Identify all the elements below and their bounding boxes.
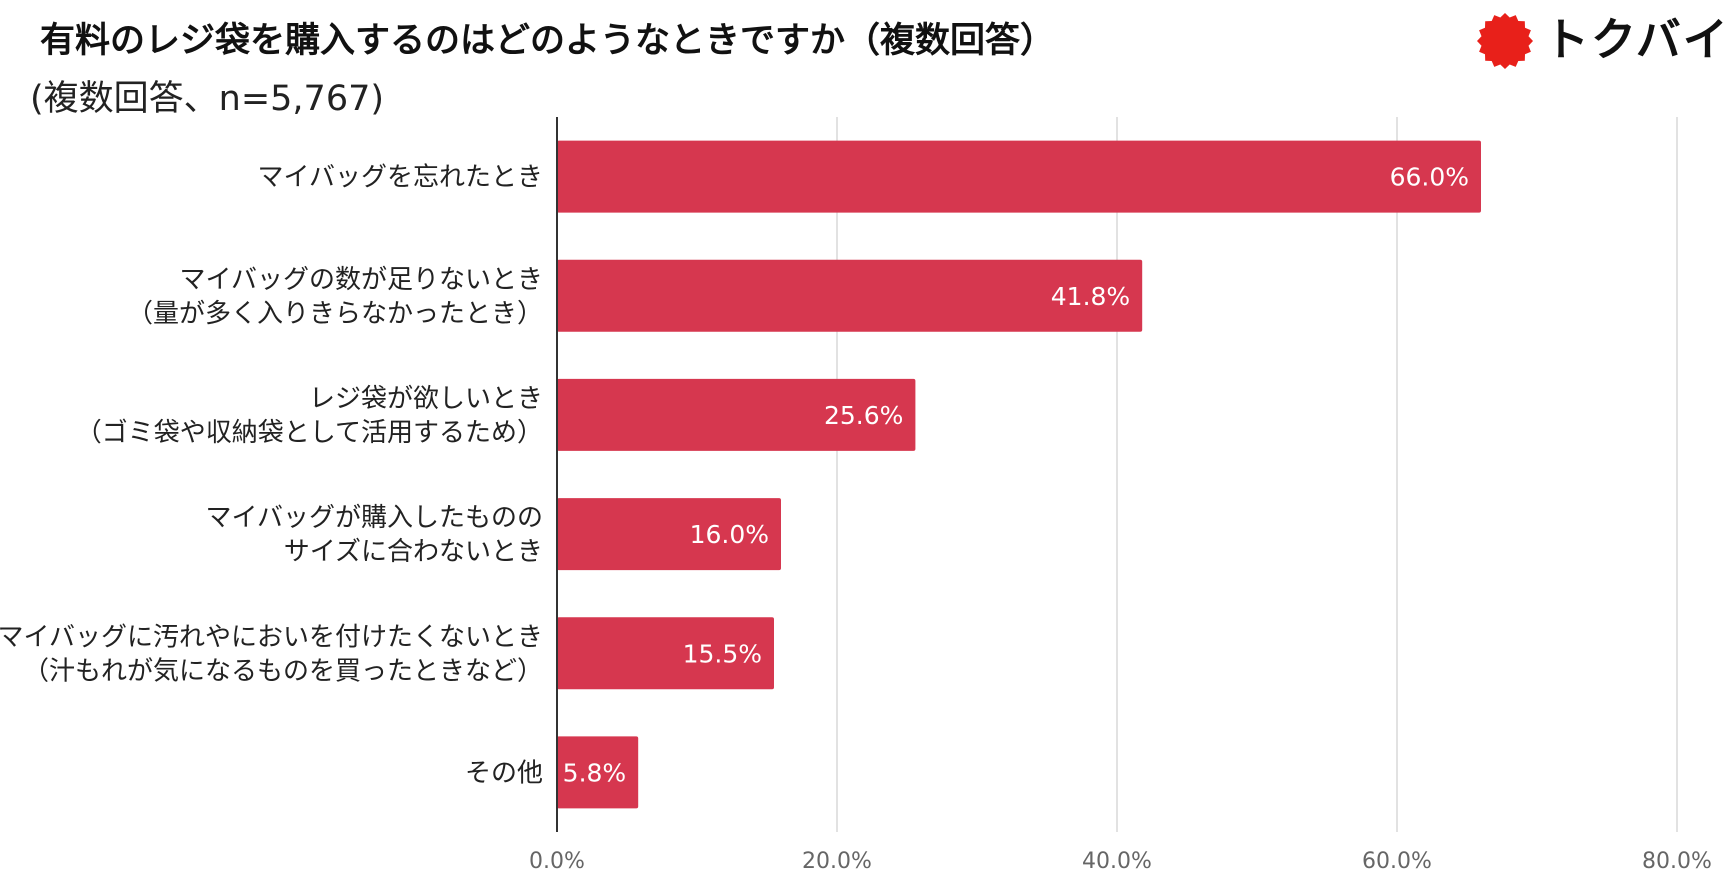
bar — [557, 736, 639, 809]
bar — [557, 498, 781, 571]
bar — [557, 617, 774, 690]
x-tick-labels: 0.0% 20.0% 40.0% 60.0% 80.0% — [529, 849, 1712, 874]
logo-mark-icon — [1477, 13, 1533, 69]
category-label: （量が多く入りきらなかったとき） — [127, 299, 543, 329]
bar-value-label: 25.6% — [824, 401, 903, 430]
bar — [557, 259, 1143, 332]
x-tick-label: 80.0% — [1642, 849, 1712, 874]
category-label: マイバッグを忘れたとき — [258, 163, 543, 193]
x-tick-label: 40.0% — [1082, 849, 1152, 874]
chart-title: 有料のレジ袋を購入するのはどのようなときですか（複数回答） — [40, 21, 1056, 61]
bar-value-label: 41.8% — [1051, 282, 1130, 311]
category-label: その他 — [465, 758, 543, 788]
grid-lines — [836, 117, 1678, 832]
bars: 66.0% 41.8% 25.6% 16.0% 15.5% 5.8% — [557, 140, 1481, 809]
bar-value-label: 16.0% — [690, 520, 769, 549]
category-label: レジ袋が欲しいとき — [309, 384, 543, 414]
category-label: （汁もれが気になるものを買ったときなど） — [23, 656, 543, 686]
category-label: マイバッグが購入したものの — [206, 503, 543, 533]
bar — [557, 378, 916, 451]
x-tick-label: 20.0% — [802, 849, 872, 874]
bar-value-label: 66.0% — [1390, 163, 1469, 192]
tokubai-logo: トクバイ — [1475, 12, 1728, 69]
x-tick-label: 60.0% — [1362, 849, 1432, 874]
bar — [557, 140, 1481, 213]
category-label: サイズに合わないとき — [284, 537, 543, 567]
category-label: マイバッグに汚れやにおいを付けたくないとき — [0, 622, 543, 652]
category-label: マイバッグの数が足りないとき — [180, 265, 543, 295]
bar-value-label: 5.8% — [563, 758, 627, 787]
logo-text: トクバイ — [1544, 13, 1728, 66]
chart-subtitle: (複数回答、n=5,767) — [30, 79, 385, 119]
x-tick-label: 0.0% — [529, 849, 585, 874]
category-label: （ゴミ袋や収納袋として活用するため） — [76, 418, 543, 448]
bar-value-label: 15.5% — [683, 639, 762, 668]
